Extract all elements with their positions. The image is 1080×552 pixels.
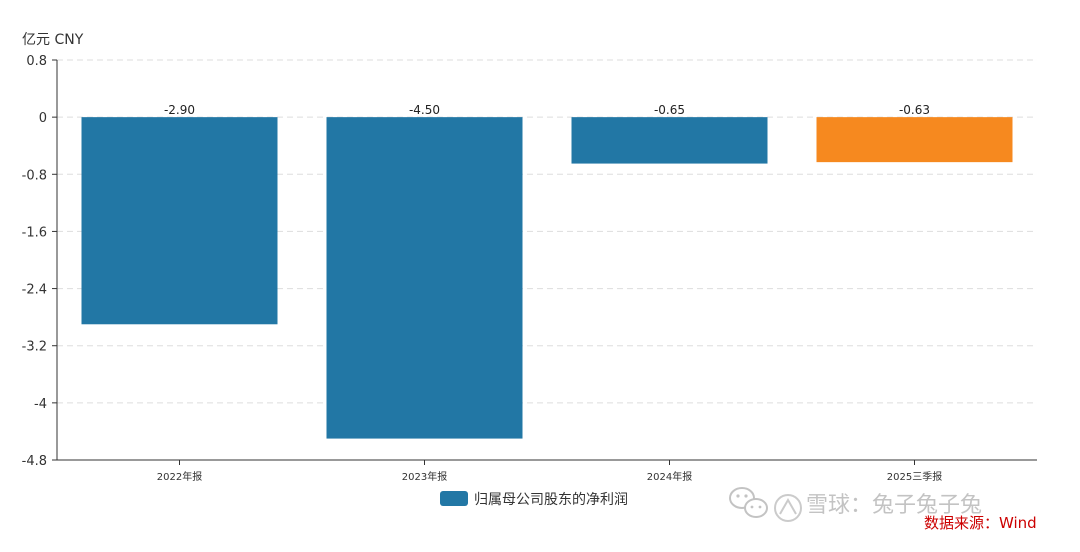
bar-2[interactable] xyxy=(326,117,523,439)
data-label: -0.63 xyxy=(899,103,930,117)
y-tick-label: -1.6 xyxy=(22,225,47,240)
legend-swatch xyxy=(440,491,468,506)
wechat-icon xyxy=(729,487,768,518)
y-tick-label: 0 xyxy=(39,111,47,126)
bar-4[interactable] xyxy=(816,117,1013,163)
x-tick-label: 2025三季报 xyxy=(887,470,942,483)
y-tick-label: 0.8 xyxy=(26,54,47,69)
bars xyxy=(81,117,1013,439)
data-label: -4.50 xyxy=(409,103,440,117)
y-tick-label: -3.2 xyxy=(22,340,47,355)
bar-3[interactable] xyxy=(571,117,768,164)
x-tick-label: 2023年报 xyxy=(402,470,447,483)
x-tick-label: 2022年报 xyxy=(157,470,202,483)
legend-label[interactable]: 归属母公司股东的净利润 xyxy=(474,491,628,508)
watermark: 雪球：兔子兔子兔 数据来源：Wind xyxy=(729,487,1037,532)
x-tick-label: 2024年报 xyxy=(647,470,692,483)
legend: 归属母公司股东的净利润 xyxy=(440,491,628,508)
y-tick-label: -2.4 xyxy=(22,283,47,298)
y-tick-label: -0.8 xyxy=(22,168,47,183)
y-tick-label: -4 xyxy=(34,397,47,412)
data-source-text: 数据来源：Wind xyxy=(924,514,1037,532)
data-label: -0.65 xyxy=(654,103,685,117)
snowball-logo-icon xyxy=(774,494,802,522)
data-label: -2.90 xyxy=(164,103,195,117)
data-labels: -2.90 -4.50 -0.65 -0.63 xyxy=(164,103,930,117)
axes: 0.8 0 -0.8 -1.6 -2.4 -3.2 -4 -4.8 2022年报 2023年报 20… xyxy=(22,54,1037,483)
bar-1[interactable] xyxy=(81,117,278,325)
y-tick-label: -4.8 xyxy=(22,454,47,469)
watermark-platform-text: 雪球：兔子兔子兔 xyxy=(806,493,982,518)
y-axis-unit-label: 亿元 CNY xyxy=(22,32,84,48)
